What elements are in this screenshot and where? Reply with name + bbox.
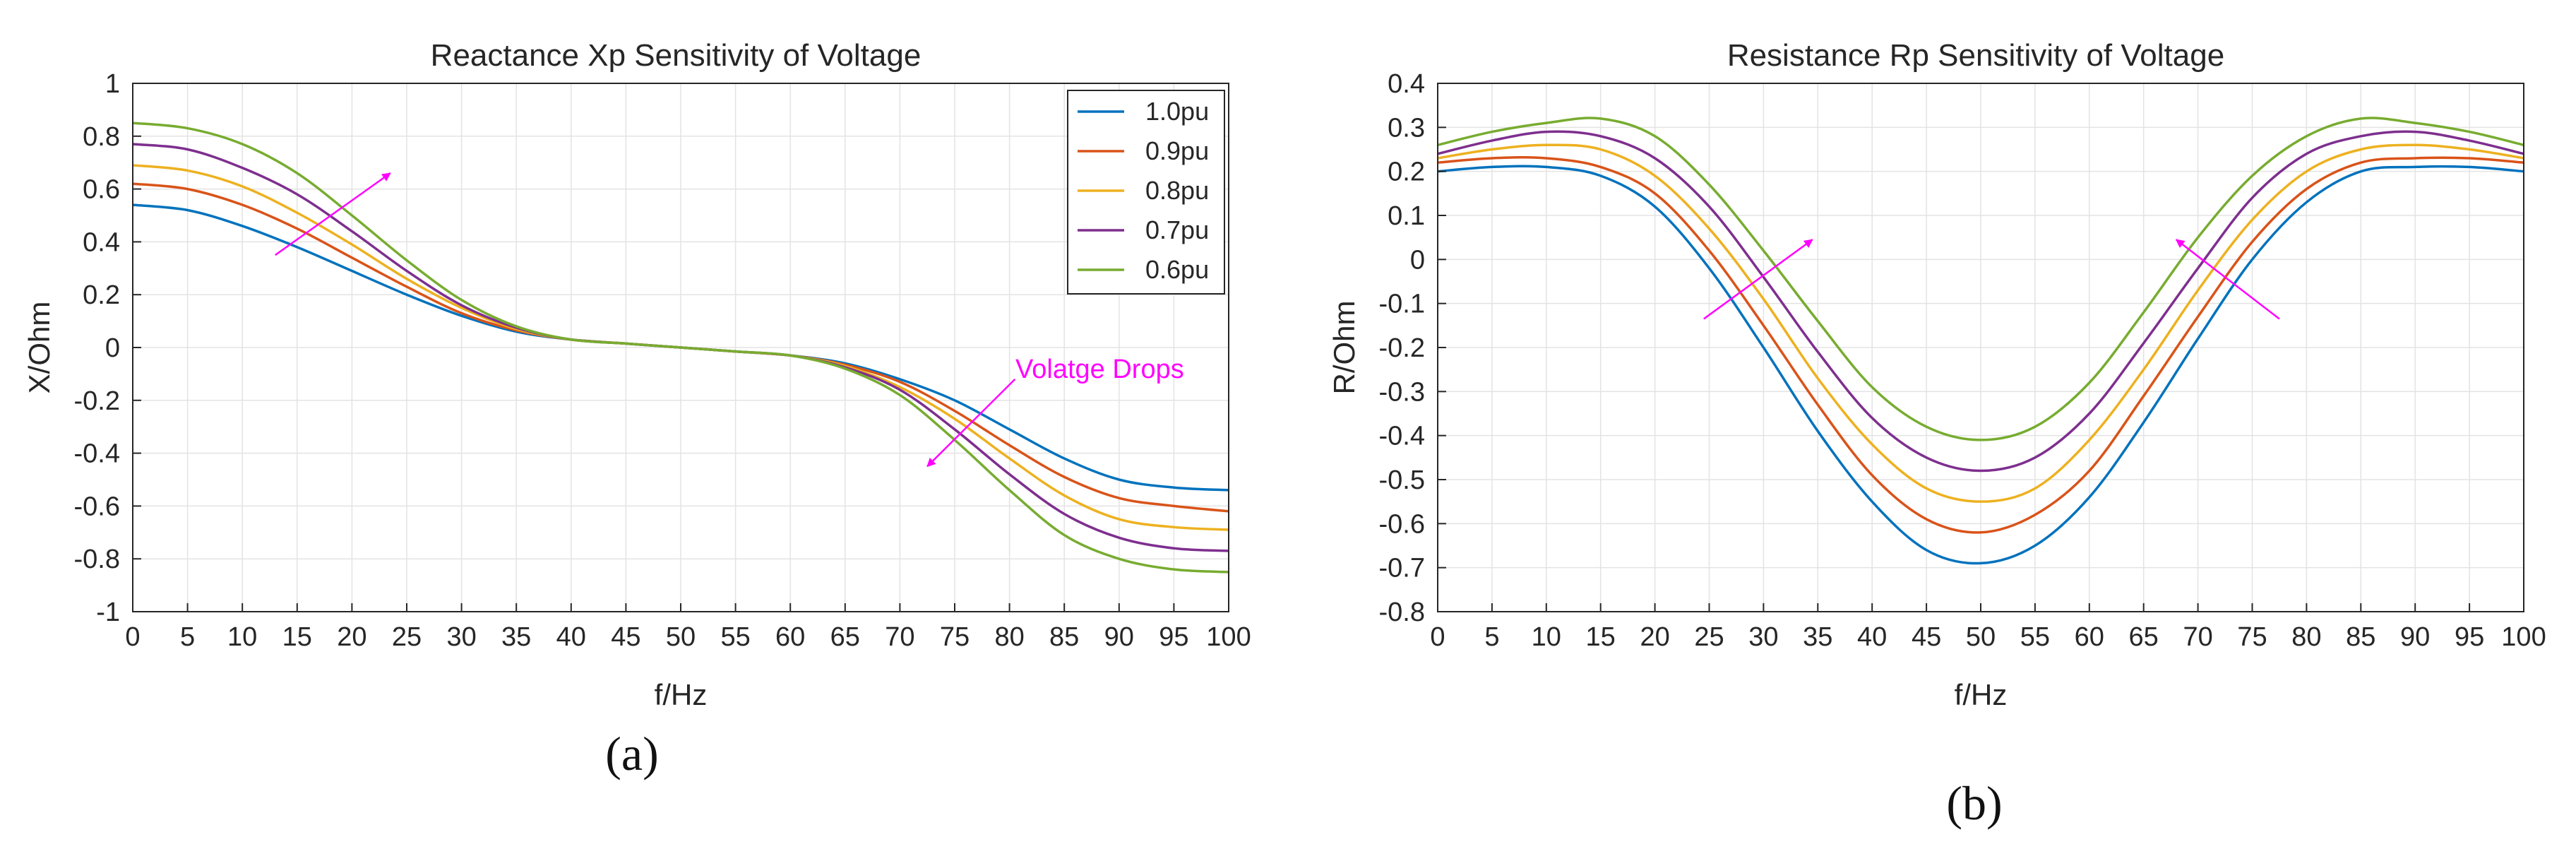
chart-b-xtick-label-17: 85 [2346,622,2375,652]
chart-a-xtick-label-17: 85 [1049,622,1079,652]
chart-a-ytick-label-8: 0.6 [83,175,120,205]
chart-a-ylabel: X/Ohm [23,302,56,394]
chart-b-xtick-label-12: 60 [2075,622,2104,652]
chart-a-ytick-label-7: 0.4 [83,227,120,257]
chart-b-ytick-label-9: 0.1 [1388,201,1425,231]
chart-b-xtick-label-6: 30 [1748,622,1778,652]
chart-b-xtick-label-11: 55 [2020,622,2050,652]
chart-a-xtick-label-4: 20 [337,622,366,652]
chart-b-ytick-label-5: -0.3 [1379,377,1425,407]
chart-a-ytick-label-5: 0 [105,333,120,363]
chart-a-xtick-label-20: 100 [1206,622,1251,652]
chart-b-xtick-label-2: 10 [1532,622,1561,652]
chart-a-xtick-label-18: 90 [1104,622,1134,652]
chart-a-ytick-label-3: -0.4 [74,439,120,469]
chart-b-ytick-label-10: 0.2 [1388,158,1425,187]
chart-b-xtick-label-7: 35 [1803,622,1832,652]
chart-a-ytick-label-2: -0.6 [74,492,120,521]
chart-a-legend-box [1067,90,1225,295]
chart-b-arrow-left [1703,239,1813,320]
chart-b-ytick-label-11: 0.3 [1388,113,1425,143]
chart-a-xtick-label-13: 65 [830,622,860,652]
chart-a-xlabel: f/Hz [655,678,708,711]
legend-label-0-6pu: 0.6pu [1145,255,1209,284]
chart-a-xtick-label-16: 80 [994,622,1024,652]
chart-b-xtick-label-19: 95 [2455,622,2484,652]
chart-b-xtick-label-4: 20 [1640,622,1669,652]
chart-b-title: Resistance Rp Sensitivity of Voltage [1727,38,2224,73]
chart-a-series [132,121,1229,574]
chart-b-series-1-0pu [1437,165,2524,565]
chart-b-xtick-label-1: 5 [1484,622,1499,652]
chart-a-xtick-label-8: 40 [556,622,586,652]
chart-b-xtick-label-16: 80 [2291,622,2321,652]
chart-b-series-0-6pu [1437,117,2524,441]
chart-a-ytick-label-6: 0.2 [83,280,120,310]
chart-a-ytick-label-4: -0.2 [74,386,120,416]
chart-b-xtick-label-18: 90 [2400,622,2430,652]
chart-a-xtick-label-6: 30 [446,622,476,652]
chart-b-ytick-label-3: -0.5 [1379,465,1425,495]
legend-label-0-8pu: 0.8pu [1145,176,1209,205]
chart-b-xlabel: f/Hz [1955,678,2008,711]
chart-b-ytick-label-8: 0 [1410,245,1425,275]
chart-b-xtick-label-10: 50 [1966,622,1996,652]
chart-a-xtick-label-14: 70 [885,622,914,652]
chart-b-xtick-label-8: 40 [1857,622,1887,652]
chart-a-xtick-label-12: 60 [775,622,805,652]
chart-b-ytick-label-0: -0.8 [1379,598,1425,627]
chart-a-xtick-label-3: 15 [282,622,312,652]
chart-a-xtick-label-15: 75 [940,622,970,652]
chart-a-xtick-label-7: 35 [501,622,531,652]
chart-b-series [1437,117,2524,565]
chart-a-ytick-label-9: 0.8 [83,122,120,152]
chart-a-ytick-label-10: 1 [105,69,120,99]
chart-b-series-0-7pu [1437,130,2524,473]
chart-b-series-0-9pu [1437,156,2524,534]
chart-a-annotation-volatge-drops: Volatge Drops [1015,355,1184,384]
panel-label-a: (a) [605,727,658,780]
chart-a-arrow-down [926,378,1016,468]
chart-b-ytick-label-12: 0.4 [1388,69,1425,99]
chart-a-xtick-label-0: 0 [125,622,140,652]
chart-b-xtick-label-20: 100 [2501,622,2546,652]
chart-a-title: Reactance Xp Sensitivity of Voltage [431,38,922,73]
chart-a-ytick-label-0: -1 [96,598,120,627]
chart-a-xtick-label-9: 45 [611,622,640,652]
chart-a-xtick-label-11: 55 [720,622,750,652]
resistance-chart: Resistance Rp Sensitivity of Voltage 0 5 1… [1328,38,2546,830]
chart-b-ytick-label-4: -0.4 [1379,422,1425,451]
chart-a-xtick-label-5: 25 [392,622,422,652]
chart-b-xtick-label-13: 65 [2129,622,2159,652]
chart-b-xtick-label-0: 0 [1430,622,1445,652]
chart-b-ytick-label-2: -0.6 [1379,509,1425,539]
chart-b-ytick-label-1: -0.7 [1379,554,1425,583]
chart-a-xtick-label-2: 10 [227,622,257,652]
chart-b-xtick-label-9: 45 [1912,622,1941,652]
chart-b-xtick-label-15: 75 [2237,622,2267,652]
chart-a-ytick-label-1: -0.8 [74,545,120,574]
chart-b-xtick-label-14: 70 [2183,622,2212,652]
chart-b-xtick-label-5: 25 [1694,622,1724,652]
chart-a-ticks: 0 5 10 15 20 25 30 35 40 45 50 55 60 65 70 75 80 85 90 95 10… [74,69,1251,652]
chart-a-series-0-6pu [132,121,1229,574]
legend-label-1-0pu: 1.0pu [1145,97,1209,126]
panel-label-b: (b) [1946,776,2002,830]
reactance-chart: Reactance Xp Sensitivity of Voltage 0 5 10… [23,38,1251,780]
chart-b-ticks: 0 5 10 15 20 25 30 35 40 45 50 55 60 65 70 75 80 85 90 95 10… [1379,69,2546,652]
chart-b-series-0-8pu [1437,143,2524,503]
legend-label-0-7pu: 0.7pu [1145,215,1209,244]
chart-a-xtick-label-1: 5 [180,622,195,652]
chart-b-ytick-label-7: -0.1 [1379,290,1425,319]
legend-label-0-9pu: 0.9pu [1145,136,1209,165]
chart-a-xtick-label-10: 50 [666,622,696,652]
chart-b-arrow-right [2175,239,2280,320]
chart-a-xtick-label-19: 95 [1159,622,1188,652]
chart-b-ytick-label-6: -0.2 [1379,333,1425,363]
chart-b-xtick-label-3: 15 [1586,622,1616,652]
chart-a-arrow-up [275,172,391,256]
chart-a-legend: 1.0pu 0.9pu 0.8pu 0.7pu 0.6pu [1067,90,1225,295]
chart-b-ylabel: R/Ohm [1328,300,1361,394]
